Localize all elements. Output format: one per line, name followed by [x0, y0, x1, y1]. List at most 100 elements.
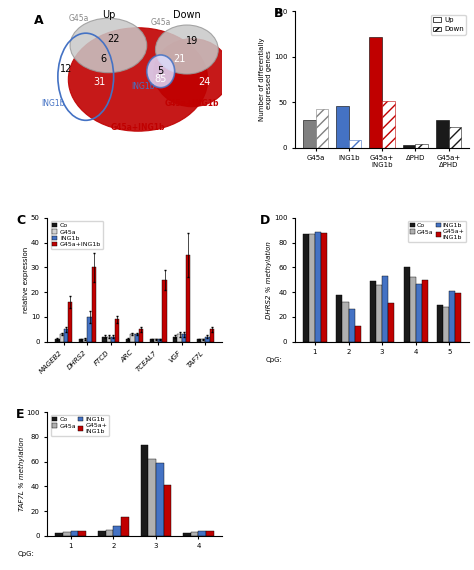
- Bar: [115, 319, 119, 341]
- Bar: [113, 526, 121, 536]
- Bar: [164, 485, 171, 536]
- Bar: [343, 302, 348, 341]
- Bar: [55, 534, 63, 536]
- Text: G45a: G45a: [151, 18, 171, 27]
- Bar: [369, 37, 382, 148]
- Legend: Co, G45a, ING1b, G45a+
ING1b: Co, G45a, ING1b, G45a+ ING1b: [408, 221, 466, 242]
- Bar: [121, 517, 128, 536]
- Bar: [148, 459, 156, 536]
- Text: G45a: G45a: [69, 14, 89, 23]
- Bar: [348, 310, 355, 341]
- Bar: [130, 334, 135, 341]
- Bar: [156, 463, 164, 536]
- Bar: [163, 280, 167, 341]
- Bar: [201, 339, 205, 341]
- Bar: [197, 339, 201, 341]
- Bar: [186, 255, 190, 341]
- Bar: [449, 291, 456, 341]
- Bar: [98, 531, 106, 536]
- Ellipse shape: [147, 55, 174, 88]
- Bar: [436, 120, 449, 148]
- Bar: [210, 329, 214, 341]
- Y-axis label: Number of differentially
expressed genes: Number of differentially expressed genes: [259, 38, 273, 121]
- Text: 12: 12: [60, 64, 73, 74]
- Bar: [107, 337, 111, 341]
- Text: 24: 24: [198, 77, 210, 87]
- Bar: [68, 302, 73, 341]
- Text: 22: 22: [108, 34, 120, 44]
- Y-axis label: DHRS2 % methylation: DHRS2 % methylation: [266, 241, 273, 319]
- Bar: [126, 339, 130, 341]
- Bar: [410, 278, 416, 341]
- Bar: [309, 234, 315, 341]
- Bar: [415, 144, 428, 148]
- Bar: [206, 531, 214, 536]
- Bar: [355, 325, 361, 341]
- Bar: [403, 267, 410, 341]
- Bar: [422, 280, 428, 341]
- Bar: [83, 339, 87, 341]
- Bar: [135, 334, 139, 341]
- Bar: [191, 532, 199, 536]
- Text: 21: 21: [173, 54, 186, 64]
- Bar: [71, 531, 78, 536]
- Bar: [303, 234, 309, 341]
- Legend: Co, G45a, ING1b, G45a+ING1b: Co, G45a, ING1b, G45a+ING1b: [51, 221, 103, 249]
- Ellipse shape: [70, 18, 147, 72]
- Text: C: C: [16, 214, 25, 227]
- Bar: [303, 120, 316, 148]
- Bar: [177, 334, 182, 341]
- Bar: [316, 109, 328, 148]
- Bar: [315, 231, 321, 341]
- Bar: [91, 267, 96, 341]
- Text: D: D: [260, 214, 270, 227]
- Legend: Co, G45a, ING1b, G45a+
ING1b: Co, G45a, ING1b, G45a+ ING1b: [51, 415, 109, 436]
- Bar: [349, 140, 362, 148]
- Bar: [102, 337, 107, 341]
- Bar: [370, 281, 376, 341]
- Text: 19: 19: [186, 36, 198, 46]
- Ellipse shape: [155, 25, 218, 74]
- Bar: [182, 334, 186, 341]
- Text: G45a+ING1b: G45a+ING1b: [165, 100, 219, 108]
- Bar: [382, 101, 395, 148]
- Bar: [150, 339, 154, 341]
- Bar: [139, 329, 143, 341]
- Text: Up: Up: [102, 10, 115, 21]
- Bar: [456, 294, 461, 341]
- Text: ING1b: ING1b: [41, 100, 64, 108]
- Bar: [154, 339, 158, 341]
- Bar: [78, 531, 86, 536]
- Y-axis label: TAF7L % methylation: TAF7L % methylation: [19, 437, 25, 511]
- Bar: [183, 534, 191, 536]
- X-axis label: CpG:: CpG:: [265, 356, 283, 363]
- X-axis label: CpG:: CpG:: [18, 551, 35, 557]
- Bar: [449, 127, 461, 148]
- Bar: [173, 337, 177, 341]
- Bar: [337, 295, 343, 341]
- Bar: [336, 106, 349, 148]
- Text: 6: 6: [100, 54, 106, 64]
- Text: E: E: [16, 408, 25, 421]
- Bar: [87, 317, 91, 341]
- Text: 31: 31: [93, 77, 106, 87]
- Bar: [55, 339, 60, 341]
- Bar: [111, 337, 115, 341]
- Text: Down: Down: [173, 10, 201, 21]
- Ellipse shape: [68, 28, 208, 131]
- Legend: Up, Down: Up, Down: [431, 15, 466, 35]
- Bar: [416, 283, 422, 341]
- Bar: [140, 445, 148, 536]
- Bar: [388, 303, 394, 341]
- Text: B: B: [274, 7, 283, 21]
- Y-axis label: relative expression: relative expression: [23, 247, 29, 313]
- Bar: [64, 329, 68, 341]
- Text: 85: 85: [155, 75, 167, 84]
- Bar: [321, 233, 327, 341]
- Ellipse shape: [154, 39, 230, 107]
- Bar: [63, 532, 71, 536]
- Bar: [199, 531, 206, 536]
- Bar: [382, 276, 388, 341]
- Bar: [443, 307, 449, 341]
- Text: A: A: [34, 14, 43, 27]
